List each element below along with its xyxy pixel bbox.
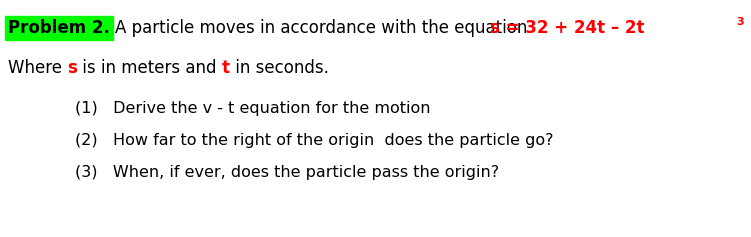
Text: A particle moves in accordance with the equation: A particle moves in accordance with the … xyxy=(115,19,527,37)
Text: s: s xyxy=(68,59,77,77)
Text: Problem 2.: Problem 2. xyxy=(8,19,110,37)
Text: (2)   How far to the right of the origin  does the particle go?: (2) How far to the right of the origin d… xyxy=(75,132,553,147)
Text: is in meters and: is in meters and xyxy=(77,59,222,77)
Text: s = 32 + 24t – 2t: s = 32 + 24t – 2t xyxy=(490,19,644,37)
Text: Where: Where xyxy=(8,59,68,77)
Text: 3: 3 xyxy=(736,17,743,27)
Text: t: t xyxy=(222,59,230,77)
Text: (1)   Derive the v - t equation for the motion: (1) Derive the v - t equation for the mo… xyxy=(75,100,430,115)
Text: in seconds.: in seconds. xyxy=(230,59,329,77)
Text: (3)   When, if ever, does the particle pass the origin?: (3) When, if ever, does the particle pas… xyxy=(75,164,499,179)
